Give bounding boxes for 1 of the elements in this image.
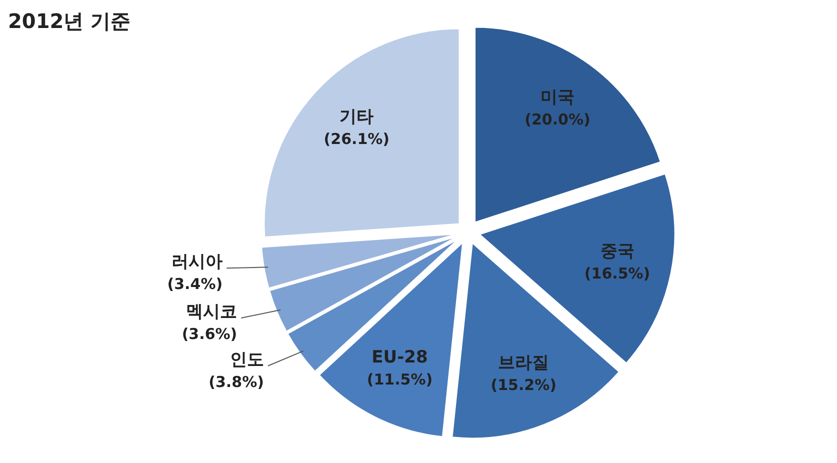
title: 2012년 기준	[8, 9, 131, 33]
